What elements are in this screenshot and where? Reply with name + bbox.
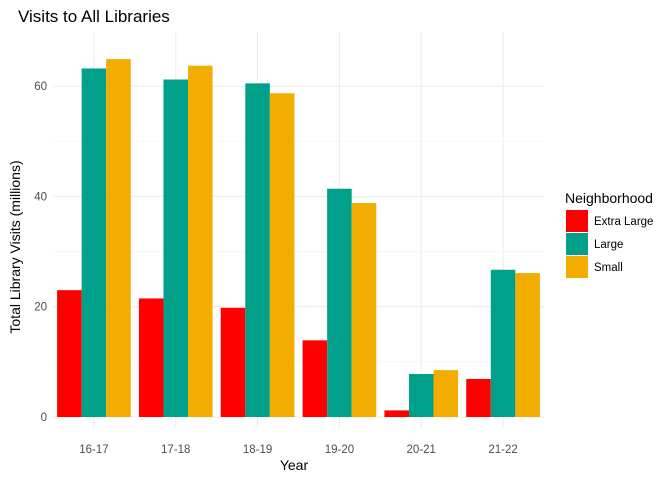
legend-key-small (566, 256, 588, 278)
bar-large-16-17 (81, 68, 107, 418)
bar-large-17-18 (163, 79, 189, 417)
y-tick-label: 20 (34, 302, 47, 314)
legend-label-extra-large: Extra Large (594, 216, 653, 228)
bar-extra-large-19-20 (302, 340, 328, 417)
x-axis-title: Year (280, 457, 309, 473)
bar-large-20-21 (408, 373, 434, 417)
bar-extra-large-20-21 (384, 410, 409, 417)
legend-label-small: Small (594, 262, 623, 274)
legend-key-large (566, 233, 588, 255)
bar-extra-large-17-18 (138, 298, 164, 417)
bar-small-16-17 (106, 59, 131, 418)
bar-extra-large-18-19 (220, 307, 246, 417)
legend-title: Neighborhood (565, 190, 653, 206)
legend-label-large: Large (594, 239, 623, 251)
y-tick-label: 0 (41, 412, 47, 424)
x-tick-label: 17-18 (161, 444, 190, 456)
bar-small-18-19 (269, 93, 295, 417)
bar-extra-large-21-22 (466, 378, 491, 417)
chart-title: Visits to All Libraries (18, 7, 170, 26)
y-axis-title: Total Library Visits (millions) (7, 160, 23, 333)
bar-small-19-20 (351, 203, 377, 417)
bar-large-19-20 (327, 188, 352, 417)
y-axis: 0 20 40 60 (34, 81, 47, 424)
legend: Neighborhood Extra Large Large Small (565, 190, 653, 278)
bar-small-20-21 (433, 370, 459, 417)
x-axis: 16-17 17-18 18-19 19-20 20-21 21-22 (79, 444, 518, 456)
bar-small-21-22 (515, 273, 540, 417)
bar-extra-large-16-17 (57, 290, 82, 417)
bar-small-17-18 (188, 65, 213, 418)
bar-large-21-22 (490, 269, 516, 417)
legend-key-extra-large (566, 210, 588, 232)
x-tick-label: 18-19 (243, 444, 272, 456)
x-tick-label: 16-17 (79, 444, 108, 456)
y-tick-label: 60 (34, 81, 47, 93)
bar-large-18-19 (245, 83, 270, 417)
x-tick-label: 19-20 (325, 444, 354, 456)
x-tick-label: 21-22 (488, 444, 517, 456)
x-tick-label: 20-21 (407, 444, 436, 456)
bars (57, 59, 540, 418)
y-tick-label: 40 (34, 191, 47, 203)
